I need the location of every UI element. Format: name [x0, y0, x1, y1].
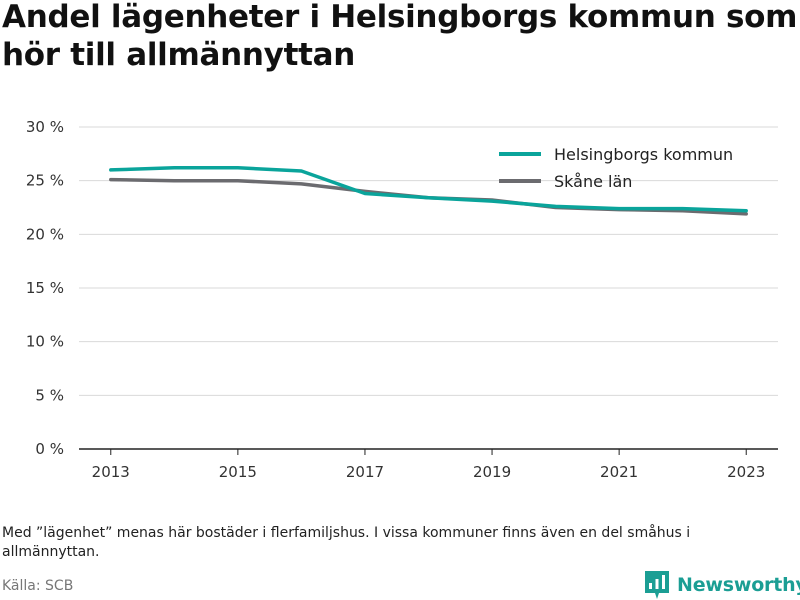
legend: Helsingborgs kommun Skåne län — [499, 145, 733, 191]
legend-label: Skåne län — [554, 172, 632, 191]
chart-title: Andel lägenheter i Helsingborgs kommun s… — [2, 0, 798, 73]
series-lines — [109, 166, 748, 216]
y-tick-label: 10 % — [26, 333, 64, 351]
y-tick-label: 30 % — [26, 118, 64, 136]
x-tick-label: 2019 — [473, 463, 511, 481]
y-tick-label: 5 % — [35, 386, 64, 404]
legend-label: Helsingborgs kommun — [554, 145, 733, 164]
series-line-helsingborgs-kommun — [109, 166, 748, 213]
y-tick-label: 0 % — [35, 440, 64, 458]
line-chart: 0 %5 %10 %15 %20 %25 %30 % 2013 2015 2017 2… — [26, 118, 778, 481]
newsworthy-logo-icon — [645, 571, 669, 599]
x-tick-label: 2013 — [92, 463, 130, 481]
source-credit: Källa: SCB — [2, 578, 74, 594]
x-tick-label: 2017 — [346, 463, 384, 481]
x-tick-label: 2021 — [600, 463, 638, 481]
x-tick-label: 2015 — [219, 463, 257, 481]
x-tick-label: 2023 — [727, 463, 765, 481]
brand-name: Newsworthy — [677, 574, 800, 596]
newsworthy-brand: Newsworthy — [645, 570, 800, 600]
y-tick-label: 20 % — [26, 225, 64, 243]
gridlines — [79, 126, 778, 450]
y-tick-label: 25 % — [26, 172, 64, 190]
x-axis: 2013 2015 2017 2019 2021 2023 — [92, 449, 765, 481]
y-tick-label: 15 % — [26, 279, 64, 297]
chart-note: Med ”lägenhet” menas här bostäder i fler… — [2, 525, 691, 560]
y-axis-tick-labels: 0 % 5 % 10 % 15 % 20 % 25 % 30 % — [26, 118, 64, 458]
